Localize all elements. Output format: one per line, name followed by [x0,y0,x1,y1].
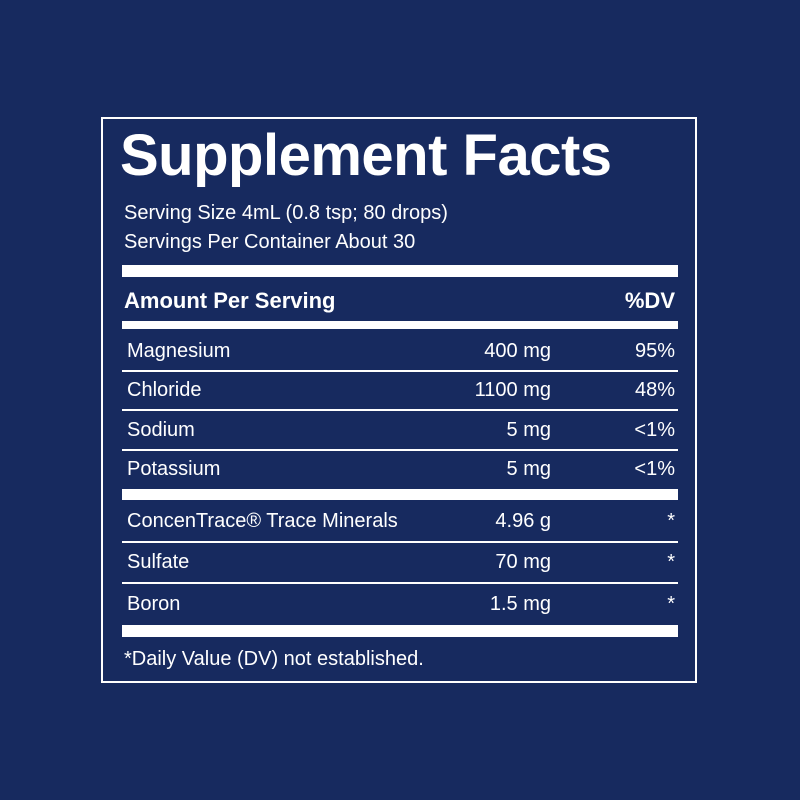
nutrient-name: ConcenTrace® Trace Minerals [127,509,398,532]
serving-size: Serving Size 4mL (0.8 tsp; 80 drops) [124,202,448,224]
row-divider [122,409,678,411]
nutrient-amount: 1100 mg [474,379,551,402]
nutrient-name: Magnesium [127,339,231,362]
nutrient-amount: 4.96 g [495,509,551,532]
nutrient-amount: 5 mg [506,458,551,481]
thick-bar [122,489,678,500]
nutrient-dv: 48% [634,379,675,402]
nutrient-name: Sulfate [127,551,190,574]
thick-bar [122,265,678,277]
dv-header: %DV [624,288,675,313]
nutrient-name: Chloride [127,379,202,402]
servings-per-container: Servings Per Container About 30 [124,231,416,253]
row-divider [122,369,678,372]
row-divider [122,448,678,451]
row-divider [122,582,678,584]
nutrient-amount: 70 mg [495,551,551,574]
nutrient-amount: 400 mg [484,339,551,362]
label-border [101,117,697,683]
nutrient-name: Sodium [127,418,195,441]
nutrient-name: Boron [127,592,181,615]
title: Supplement Facts [120,123,612,188]
thick-bar [122,625,678,637]
nutrient-amount: 5 mg [506,418,551,441]
nutrient-dv: <1% [634,418,675,441]
footnote: *Daily Value (DV) not established. [124,648,424,670]
nutrient-dv: * [667,509,675,532]
nutrient-dv: * [667,551,675,574]
nutrient-dv: * [667,592,675,615]
nutrient-name: Potassium [127,458,221,481]
amount-header: Amount Per Serving [124,288,336,313]
medium-bar [122,321,678,329]
nutrient-dv: 95% [634,339,675,362]
nutrient-amount: 1.5 mg [489,592,551,615]
nutrient-dv: <1% [634,458,675,481]
row-divider [122,540,678,543]
